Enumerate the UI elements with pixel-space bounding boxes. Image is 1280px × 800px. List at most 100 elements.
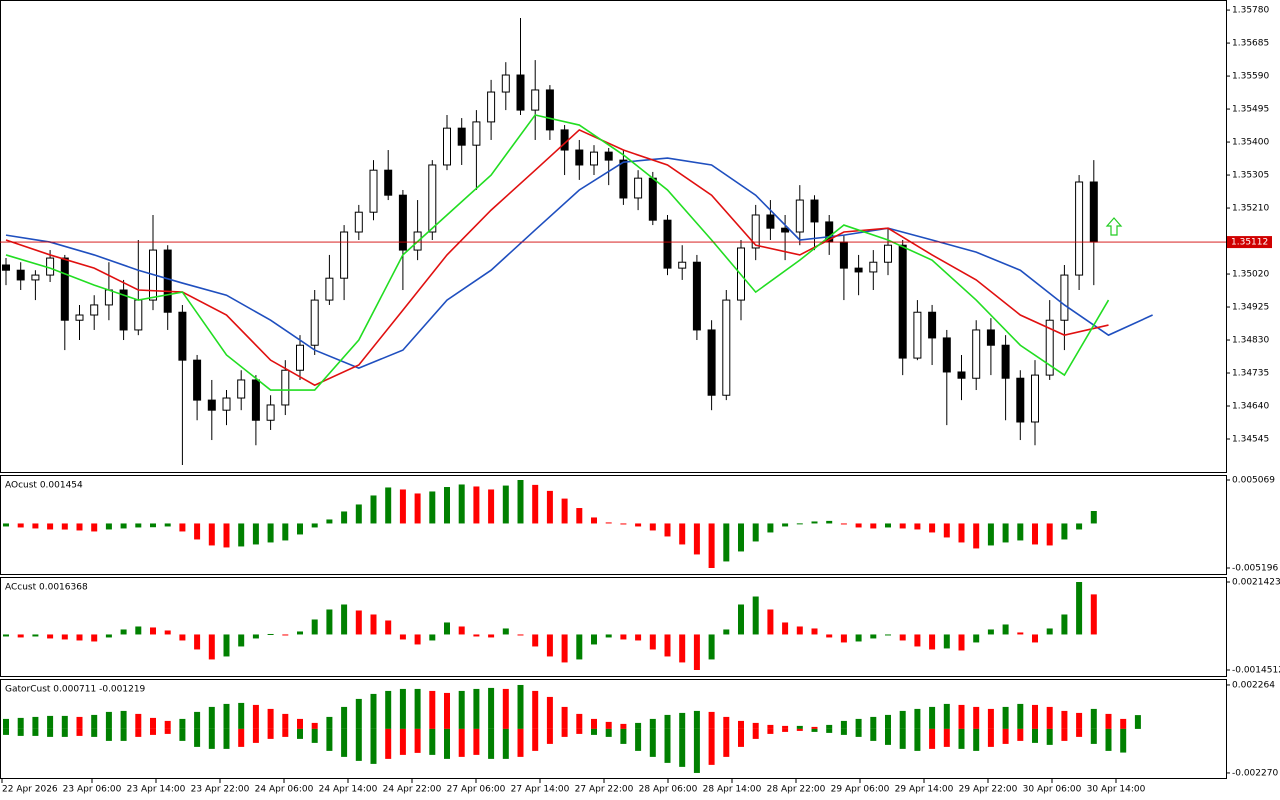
gator-bar [723, 728, 730, 757]
histogram-bar [870, 634, 877, 639]
gator-bar [1002, 728, 1009, 744]
gator-bar [502, 688, 509, 729]
candle-body [692, 261, 701, 331]
histogram-bar [679, 634, 686, 663]
gator-bar [885, 728, 891, 745]
candle-body [222, 397, 231, 411]
gator-bar [135, 713, 142, 729]
histogram-bar [120, 629, 127, 635]
histogram-bar [708, 523, 715, 569]
histogram-bar [693, 523, 700, 555]
candle-body [104, 289, 113, 306]
gator-bar [1120, 718, 1127, 729]
candle-body [590, 151, 598, 166]
y-tick-label: 1.35590 [1232, 72, 1269, 82]
histogram-bar [194, 523, 201, 540]
histogram-bar [311, 523, 318, 528]
x-tick-label: 27 Apr 22:00 [575, 785, 634, 795]
histogram-bar [885, 523, 891, 528]
gator-bar [120, 728, 127, 741]
histogram-bar [840, 634, 847, 643]
histogram-bar [91, 634, 98, 642]
candle-body [163, 249, 172, 313]
gator-bar [738, 720, 744, 729]
gator-bar [267, 708, 274, 729]
gator-bar [855, 728, 862, 737]
histogram-bar [899, 634, 906, 641]
histogram-bar [120, 523, 127, 529]
gator-bar [47, 728, 54, 737]
histogram-bar [649, 634, 656, 650]
x-tick-label: 28 Apr 06:00 [639, 785, 698, 795]
gator-bar [370, 693, 377, 729]
gator-bar [3, 728, 9, 735]
candle-body [60, 257, 69, 321]
histogram-bar [517, 634, 524, 636]
candle-body [340, 231, 349, 279]
histogram-bar [664, 523, 671, 537]
x-tick-label: 27 Apr 14:00 [511, 785, 570, 795]
histogram-bar [91, 523, 98, 532]
candle-body [678, 261, 687, 269]
y-tick-label: -0.002270 [1232, 768, 1278, 778]
ao-panel [0, 475, 1227, 575]
x-tick-label: 27 Apr 06:00 [447, 785, 506, 795]
alligator-line [5, 157, 1153, 370]
histogram-bar [1017, 523, 1024, 541]
gator-bar [826, 724, 833, 729]
y-tick-label: 1.35495 [1232, 105, 1269, 115]
histogram-bar [297, 631, 303, 635]
candle-body [663, 219, 672, 269]
gator-bar [458, 690, 465, 729]
gator-bar [943, 728, 950, 747]
candle-body [604, 151, 613, 161]
histogram-bar [635, 523, 642, 527]
x-tick-label: 28 Apr 14:00 [703, 785, 762, 795]
gator-bar [385, 728, 392, 759]
gator-bar [473, 728, 480, 755]
histogram-bar [826, 634, 833, 638]
gator-bar [297, 728, 303, 739]
histogram-bar [929, 634, 936, 650]
histogram-bar [3, 634, 9, 637]
histogram-bar [282, 634, 289, 636]
gator-bar [444, 692, 450, 729]
gator-bar [1046, 706, 1053, 729]
histogram-bar [1046, 523, 1053, 546]
histogram-bar [561, 634, 568, 663]
alligator-line [5, 114, 1110, 391]
histogram-bar [987, 629, 994, 635]
candle-body [90, 304, 99, 316]
gator-bar [1090, 728, 1097, 744]
histogram-bar [782, 523, 789, 527]
gator-bar [1076, 728, 1083, 737]
signal-arrow [1105, 217, 1123, 236]
histogram-bar [326, 609, 333, 635]
gator-bar [252, 728, 259, 743]
histogram-bar [855, 634, 862, 642]
histogram-bar [105, 634, 112, 638]
gator-bar [591, 718, 597, 729]
gator-bar [341, 706, 348, 729]
gator-bar [635, 728, 642, 751]
gator-bar [620, 723, 627, 729]
gator-bar [252, 704, 259, 729]
gator-bar [1120, 728, 1127, 753]
candle-body [972, 329, 981, 379]
gator-bar [561, 728, 568, 737]
histogram-bar [840, 523, 847, 525]
gator-bar [576, 713, 583, 729]
histogram-bar [267, 633, 274, 635]
gator-bar [929, 706, 936, 729]
histogram-bar [282, 523, 289, 541]
gator-bar [958, 728, 965, 749]
gator-bar [855, 718, 862, 729]
candle-body [1001, 344, 1010, 379]
gator-bar [1046, 728, 1053, 745]
gator-bar [752, 722, 759, 729]
gator-bar [32, 716, 39, 729]
histogram-bar [61, 634, 68, 640]
gator-bar [76, 728, 83, 736]
y-tick-label: 0.0021423 [1232, 578, 1280, 588]
